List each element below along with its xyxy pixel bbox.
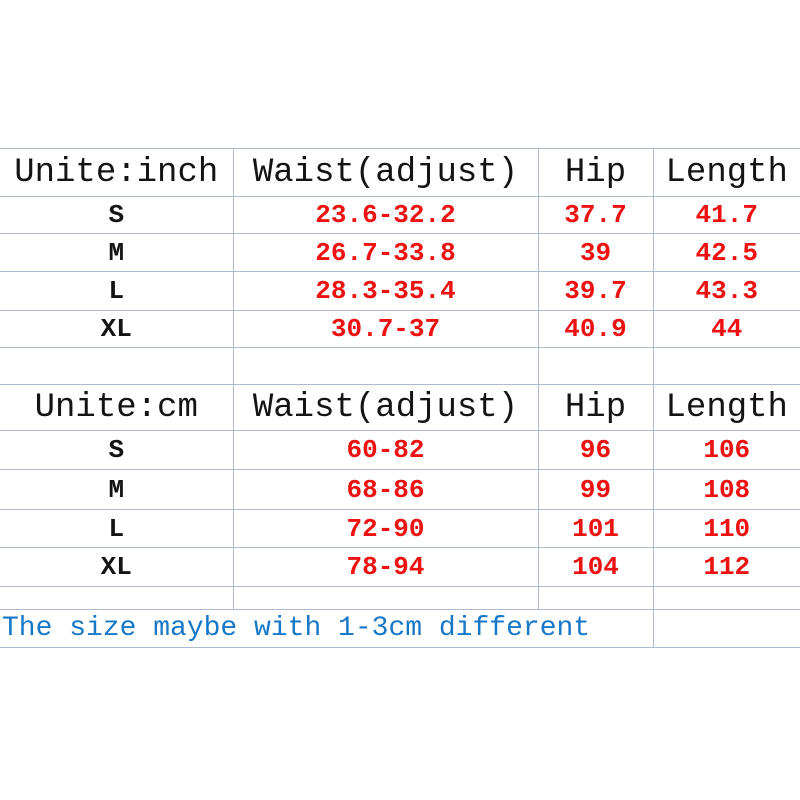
waist-cell: 60-82 [233,430,539,470]
waist-header-cell: Waist(adjust) [233,384,539,431]
empty-cell [538,586,654,610]
spacer-row [0,586,800,610]
size-cell: M [0,233,234,272]
unit-inch-header-cell: Unite:inch [0,148,234,197]
length-header-cell: Length [653,148,800,197]
hip-cell: 101 [538,509,654,548]
size-chart-table: Unite:inch Waist(adjust) Hip Length S 23… [0,148,800,648]
length-cell: 42.5 [653,233,800,272]
footer-note-cell: The size maybe with 1-3cm different [0,609,654,648]
waist-cell: 72-90 [233,509,539,548]
table-row: M 68-86 99 108 [0,469,800,510]
length-cell: 112 [653,547,800,587]
empty-cell [653,609,800,648]
waist-cell: 30.7-37 [233,310,539,348]
waist-cell: 28.3-35.4 [233,271,539,311]
size-cell: XL [0,547,234,587]
hip-cell: 96 [538,430,654,470]
hip-header-cell: Hip [538,384,654,431]
hip-cell: 37.7 [538,196,654,234]
size-cell: S [0,196,234,234]
length-cell: 43.3 [653,271,800,311]
length-cell: 108 [653,469,800,510]
empty-cell [538,347,654,385]
waist-cell: 78-94 [233,547,539,587]
size-cell: L [0,509,234,548]
length-cell: 110 [653,509,800,548]
empty-cell [653,347,800,385]
spacer-row [0,347,800,385]
hip-cell: 39 [538,233,654,272]
cm-header-row: Unite:cm Waist(adjust) Hip Length [0,384,800,431]
empty-cell [0,347,234,385]
table-row: M 26.7-33.8 39 42.5 [0,233,800,272]
inch-header-row: Unite:inch Waist(adjust) Hip Length [0,148,800,197]
footer-note-row: The size maybe with 1-3cm different [0,609,800,648]
waist-cell: 68-86 [233,469,539,510]
length-cell: 106 [653,430,800,470]
length-header-cell: Length [653,384,800,431]
table-row: S 60-82 96 106 [0,430,800,470]
empty-cell [233,586,539,610]
table-row: XL 30.7-37 40.9 44 [0,310,800,348]
hip-cell: 39.7 [538,271,654,311]
empty-cell [233,347,539,385]
length-cell: 44 [653,310,800,348]
hip-cell: 104 [538,547,654,587]
size-cell: L [0,271,234,311]
empty-cell [0,586,234,610]
waist-cell: 23.6-32.2 [233,196,539,234]
size-cell: M [0,469,234,510]
length-cell: 41.7 [653,196,800,234]
table-row: XL 78-94 104 112 [0,547,800,587]
waist-cell: 26.7-33.8 [233,233,539,272]
size-cell: XL [0,310,234,348]
hip-cell: 99 [538,469,654,510]
table-row: L 28.3-35.4 39.7 43.3 [0,271,800,311]
hip-header-cell: Hip [538,148,654,197]
empty-cell [653,586,800,610]
waist-header-cell: Waist(adjust) [233,148,539,197]
unit-cm-header-cell: Unite:cm [0,384,234,431]
table-row: S 23.6-32.2 37.7 41.7 [0,196,800,234]
size-cell: S [0,430,234,470]
hip-cell: 40.9 [538,310,654,348]
table-row: L 72-90 101 110 [0,509,800,548]
